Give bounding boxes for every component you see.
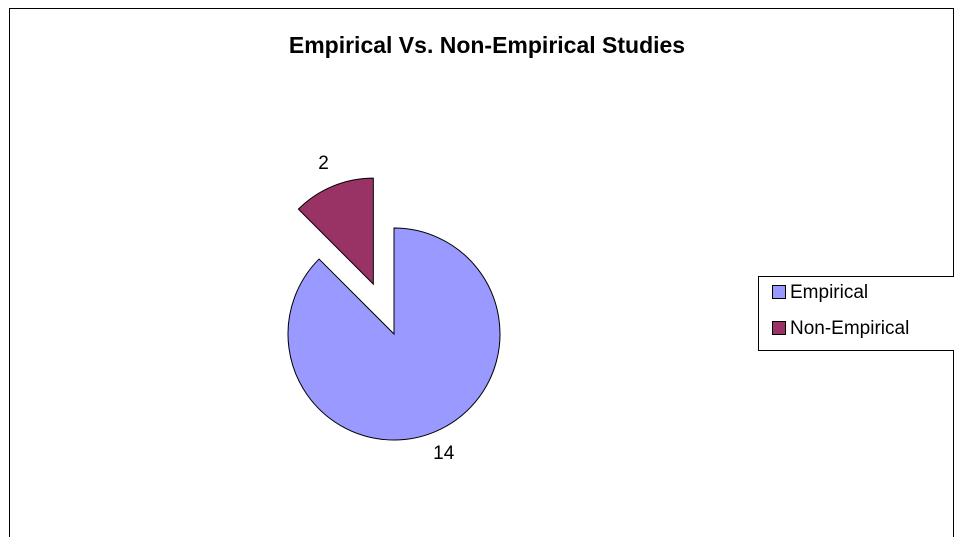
legend-label: Non-Empirical bbox=[790, 318, 909, 339]
legend-swatch bbox=[772, 285, 786, 299]
data-label: 2 bbox=[318, 153, 329, 174]
legend-swatch bbox=[772, 321, 786, 335]
legend-label: Empirical bbox=[790, 282, 868, 303]
data-label: 14 bbox=[433, 443, 455, 464]
pie-slice bbox=[297, 177, 374, 286]
pie-slice bbox=[287, 227, 501, 441]
chart-title: Empirical Vs. Non-Empirical Studies bbox=[289, 32, 685, 58]
legend bbox=[758, 276, 954, 351]
chart-border bbox=[9, 8, 954, 537]
